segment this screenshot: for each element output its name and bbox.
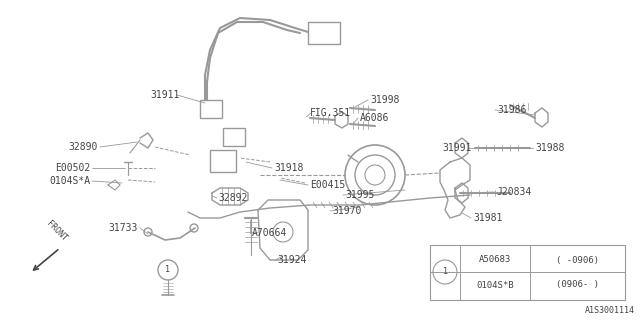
Bar [430, 245, 625, 300]
Text: 31918: 31918 [274, 163, 303, 173]
Text: FRONT: FRONT [45, 219, 69, 243]
Text: 1: 1 [442, 268, 447, 276]
Text: ( -0906): ( -0906) [557, 255, 600, 265]
Bar [210, 150, 236, 172]
Text: E00415: E00415 [310, 180, 345, 190]
Text: A50683: A50683 [479, 255, 511, 265]
Text: 31911: 31911 [150, 90, 180, 100]
Text: 32890: 32890 [68, 142, 98, 152]
Text: 0104S*A: 0104S*A [49, 176, 90, 186]
Text: 31986: 31986 [497, 105, 526, 115]
Text: 31924: 31924 [277, 255, 307, 265]
Bar [200, 100, 222, 118]
Bar [308, 22, 340, 44]
Text: J20834: J20834 [496, 187, 531, 197]
Text: A6086: A6086 [360, 113, 389, 123]
Text: 32892: 32892 [218, 193, 248, 203]
Text: 1: 1 [166, 266, 170, 275]
Text: A1S3001114: A1S3001114 [585, 306, 635, 315]
Text: 0104S*B: 0104S*B [476, 281, 514, 290]
Text: 31998: 31998 [370, 95, 399, 105]
Text: 31995: 31995 [345, 190, 374, 200]
Text: E00502: E00502 [55, 163, 90, 173]
Text: 31733: 31733 [109, 223, 138, 233]
Text: 31970: 31970 [332, 206, 362, 216]
Text: A70664: A70664 [252, 228, 287, 238]
Text: FIG.351: FIG.351 [310, 108, 351, 118]
Bar [223, 128, 245, 146]
Text: (0906- ): (0906- ) [557, 281, 600, 290]
Text: 31981: 31981 [473, 213, 502, 223]
Text: 31991: 31991 [443, 143, 472, 153]
Text: 31988: 31988 [535, 143, 564, 153]
